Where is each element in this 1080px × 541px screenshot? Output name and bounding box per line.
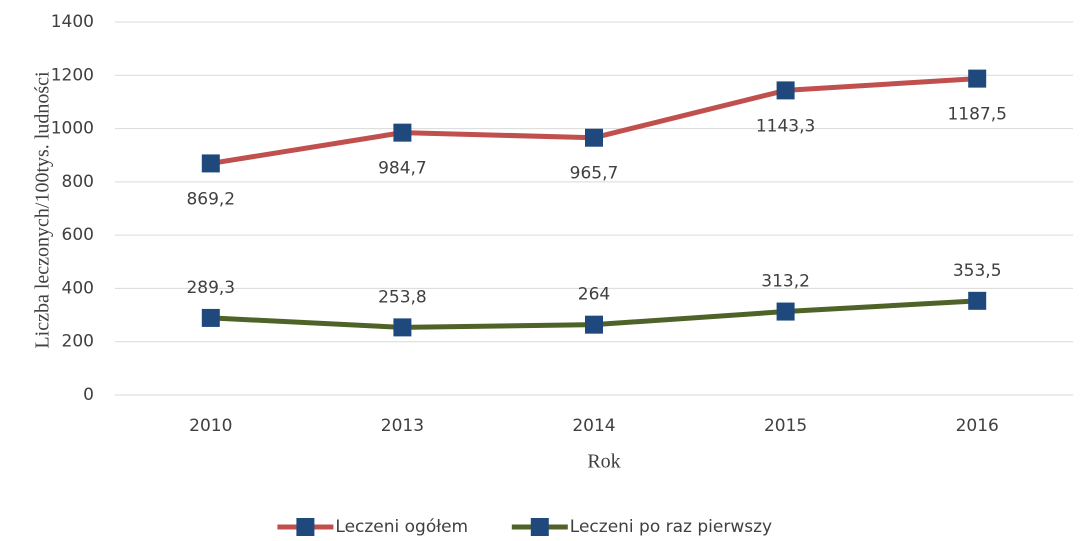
y-tick-label: 400 <box>62 278 94 298</box>
y-tick-label: 1400 <box>51 12 94 32</box>
x-axis-label: Rok <box>587 451 620 473</box>
legend-label: Leczeni po raz pierwszy <box>570 517 772 537</box>
data-label: 984,7 <box>378 159 427 179</box>
marker <box>393 318 412 337</box>
legend-marker <box>530 518 549 536</box>
data-label: 869,2 <box>186 189 235 209</box>
x-tick-label: 2010 <box>189 416 232 436</box>
data-label: 965,7 <box>570 164 619 184</box>
y-axis-label: Liczba leczonych/100tys. ludności <box>32 71 54 349</box>
y-tick-label: 800 <box>62 172 94 192</box>
data-label: 1187,5 <box>947 105 1006 125</box>
marker <box>776 302 795 321</box>
data-label: 313,2 <box>761 272 810 292</box>
legend-marker <box>296 518 315 536</box>
marker <box>201 154 220 173</box>
series-line <box>210 76 978 166</box>
data-label: 353,5 <box>953 261 1002 281</box>
data-label: 289,3 <box>186 278 235 298</box>
legend-label: Leczeni ogółem <box>335 517 468 537</box>
marker <box>776 81 795 100</box>
x-tick-label: 2014 <box>572 416 615 436</box>
x-tick-label: 2015 <box>764 416 807 436</box>
x-tick-label: 2013 <box>381 416 424 436</box>
y-tick-label: 1200 <box>51 65 94 85</box>
y-tick-label: 1000 <box>51 119 94 139</box>
marker <box>968 69 987 88</box>
marker <box>585 315 603 334</box>
y-tick-label: 0 <box>83 385 94 405</box>
marker <box>585 128 603 147</box>
data-label: 1143,3 <box>756 116 815 136</box>
y-tick-label: 600 <box>62 225 94 245</box>
marker <box>201 308 220 327</box>
marker <box>968 291 987 310</box>
marker <box>393 123 412 142</box>
data-label: 264 <box>578 285 610 305</box>
data-label: 253,8 <box>378 287 427 307</box>
y-tick-label: 200 <box>62 332 94 352</box>
x-tick-label: 2016 <box>956 416 999 436</box>
